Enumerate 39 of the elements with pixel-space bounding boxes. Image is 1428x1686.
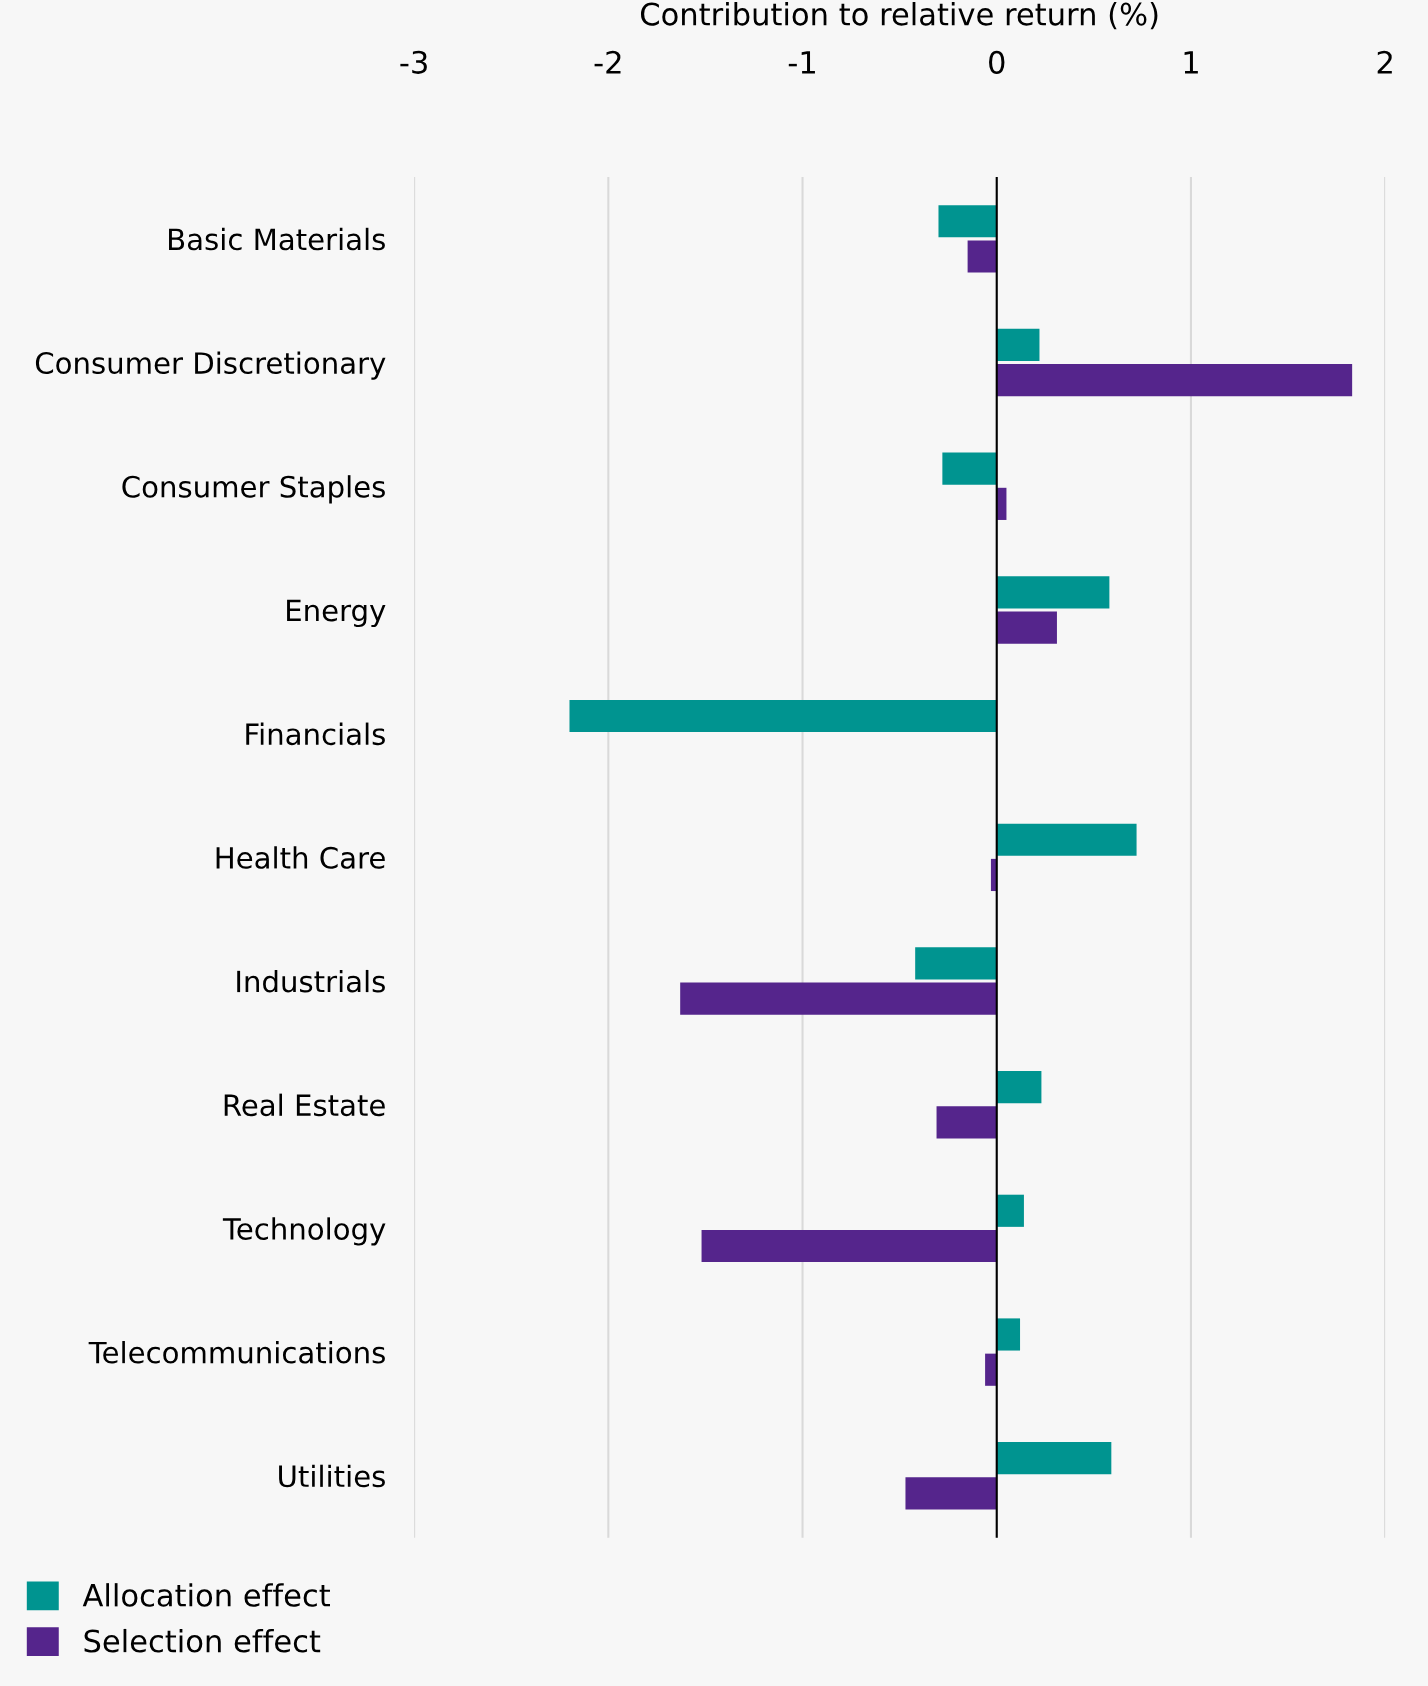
bar	[996, 1318, 1021, 1351]
x-tick-label: -1	[788, 51, 815, 74]
y-tick-label: Financials	[246, 722, 385, 746]
legend-label: Selection effect	[84, 1628, 321, 1653]
bar	[936, 1106, 997, 1139]
bar	[915, 947, 997, 980]
y-tick-label: Consumer Staples	[122, 475, 385, 504]
bar	[996, 823, 1137, 856]
y-tick-label: Telecommunications	[88, 1341, 385, 1364]
bar	[996, 576, 1110, 609]
x-tick-label: 0	[989, 50, 1005, 74]
bar	[996, 364, 1353, 397]
x-tick-label: -3	[400, 50, 427, 74]
y-tick-label: Industrials	[237, 969, 385, 993]
bar	[938, 205, 997, 238]
bar	[996, 1194, 1024, 1227]
x-axis-title: Contribution to relative return (%)	[640, 2, 1158, 30]
bar	[996, 1442, 1112, 1475]
bar	[985, 1353, 997, 1386]
x-tick-label: -2	[594, 50, 621, 74]
legend-label: Allocation effect	[82, 1583, 330, 1607]
y-tick-label: Energy	[287, 599, 386, 628]
y-tick-label: Real Estate	[224, 1093, 385, 1117]
y-tick-label: Consumer Discretionary	[35, 351, 386, 380]
x-tick-label: 1	[1184, 51, 1198, 74]
bar	[967, 240, 997, 273]
bar	[680, 982, 997, 1015]
y-tick-label: Basic Materials	[169, 227, 385, 251]
bar	[905, 1477, 997, 1510]
bar	[569, 699, 997, 733]
bar	[942, 452, 997, 485]
y-tick-label: Utilities	[279, 1464, 385, 1488]
bar	[996, 611, 1057, 644]
y-tick-label: Health Care	[216, 846, 385, 869]
bar	[996, 1071, 1042, 1104]
bar	[996, 328, 1040, 362]
bar	[701, 1229, 997, 1263]
y-tick-label: Technology	[222, 1217, 386, 1246]
x-tick-label: 2	[1377, 50, 1392, 74]
